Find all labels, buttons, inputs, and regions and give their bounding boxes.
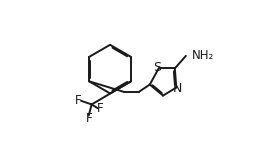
Text: F: F: [75, 94, 82, 107]
Text: F: F: [97, 102, 104, 115]
Text: F: F: [85, 112, 92, 125]
Text: S: S: [153, 61, 161, 74]
Text: NH₂: NH₂: [192, 49, 214, 62]
Text: N: N: [173, 82, 182, 95]
